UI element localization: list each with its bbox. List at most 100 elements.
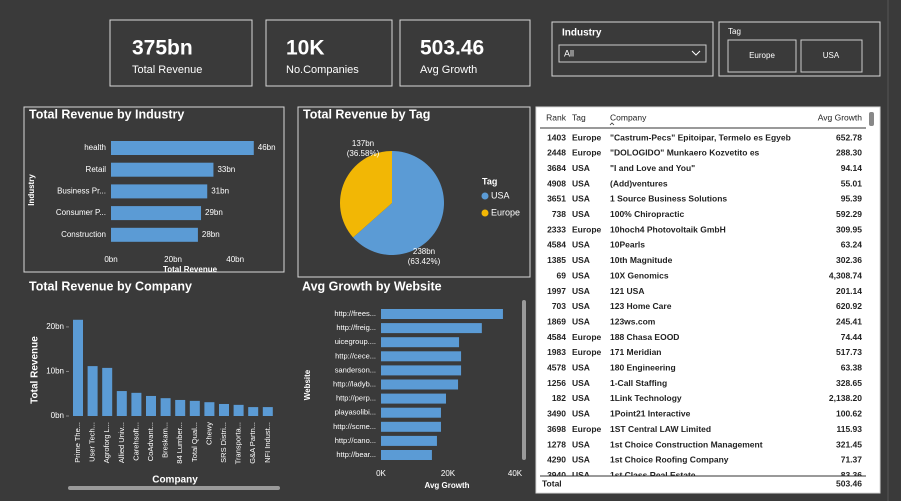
scrollbar[interactable] [522,300,526,460]
table-cell: Europe [572,224,602,234]
table-cell: 182 [552,393,566,403]
category-label: uicegroup.... [335,337,376,346]
bar [381,379,459,390]
table-cell: 123 Home Care [610,301,672,311]
scrollbar[interactable] [68,486,280,490]
table-cell: 1st Choice Construction Management [610,439,763,449]
table-cell: USA [572,255,590,265]
y-axis-label: Total Revenue [30,336,41,404]
table-cell: 2333 [547,224,566,234]
bar [160,398,171,416]
table-cell: 652.78 [836,132,862,142]
category-label: NFI Indust... [263,422,272,463]
kpi-value: 10K [286,37,325,60]
y-tick-label: 0bn [51,411,64,420]
table-cell: 171 Meridian [610,347,662,357]
table-cell: USA [572,194,590,204]
table-cell: 3698 [547,424,566,434]
dropdown-value[interactable]: All [564,48,574,58]
y-tick-label: 20bn [46,322,64,331]
category-label: Transporta... [234,422,243,464]
bar [146,395,156,416]
y-axis-label: Website [303,369,312,400]
category-label: Allied Univ... [117,422,126,463]
chart-title: Avg Growth by Website [302,279,442,293]
table-cell: "Castrum-Pecs" Epitoipar, Termelo es Egy… [610,132,791,142]
table-cell: 302.36 [836,255,862,265]
category-label: User Tech... [88,422,97,462]
table-cell: 1ST Central LAW Limited [610,424,711,434]
slicer [551,21,714,77]
table-cell: Europe [572,148,602,158]
table-cell: USA [572,378,590,388]
bar [381,323,482,334]
category-label: http://scme... [333,422,376,431]
table-cell: 1 Source Business Solutions [610,194,727,204]
category-label: SRS Distri... [219,422,228,463]
table-cell: 321.45 [836,439,862,449]
x-tick-label: 0bn [104,255,117,264]
x-tick-label: 0K [376,469,386,478]
pie-slice [353,151,445,255]
x-axis-label: Company [152,475,198,486]
table-cell: 288.30 [836,148,862,158]
table-cell: 115.93 [836,424,862,434]
table-cell: 620.92 [836,301,862,311]
category-label: Breskam... [161,422,170,458]
category-label: playasolibi... [335,408,376,417]
table-cell: USA [572,455,590,465]
table-cell: USA [572,209,590,219]
bar [111,184,208,199]
value-label: 238bn [413,247,435,256]
scrollbar[interactable] [869,112,874,126]
table-cell: 1256 [547,378,566,388]
table-cell: USA [572,270,590,280]
bar [233,404,244,416]
category-label: health [84,143,106,152]
total-value: 503.46 [836,478,862,488]
category-label: sanderson... [335,365,376,374]
dropdown[interactable] [558,44,707,63]
bar [381,393,446,404]
bar [189,400,200,416]
bar [204,402,215,416]
table-cell: 4908 [547,178,566,188]
table-cell: 55.01 [841,178,863,188]
category-label: Agroforg L... [102,422,111,463]
bar [381,407,441,418]
table-cell: 83.36 [841,470,863,480]
category-label: http://frees... [334,309,376,318]
value-label: 33bn [217,165,235,174]
total-label: Total [542,478,562,488]
table-cell: 1Point21 Interactive [610,409,691,419]
tag-button-label[interactable]: Europe [749,51,775,60]
kpi-label: Total Revenue [132,64,202,76]
table-cell: 738 [552,209,566,219]
table-cell: "I and Love and You" [610,163,695,173]
table-cell: 3684 [547,163,566,173]
table-cell: 10Pearls [610,240,645,250]
category-label: 84 Lumber... [175,422,184,464]
legend-title: Tag [482,176,497,186]
table-cell: 3651 [547,194,566,204]
tag-button[interactable] [727,39,797,73]
kpi-card [399,19,531,87]
table-cell: 4290 [547,455,566,465]
category-label: Business Pr... [57,187,106,196]
bar [87,366,98,416]
chart-title: Total Revenue by Industry [29,107,184,121]
tag-button[interactable] [800,39,863,73]
chart-title: Total Revenue by Tag [303,107,430,121]
table-cell: USA [572,409,590,419]
tag-button-label[interactable]: USA [823,51,840,60]
chevron [691,50,701,56]
bar [116,391,127,416]
table-cell: 10th Magnitude [610,255,673,265]
category-label: http://cano... [335,436,376,445]
category-label: Carehsoft... [131,422,140,461]
table-cell: 703 [552,301,566,311]
bar [381,337,460,348]
category-label: http://cece... [335,351,376,360]
kpi-value: 503.46 [420,37,484,60]
category-label: http://freig... [336,323,376,332]
